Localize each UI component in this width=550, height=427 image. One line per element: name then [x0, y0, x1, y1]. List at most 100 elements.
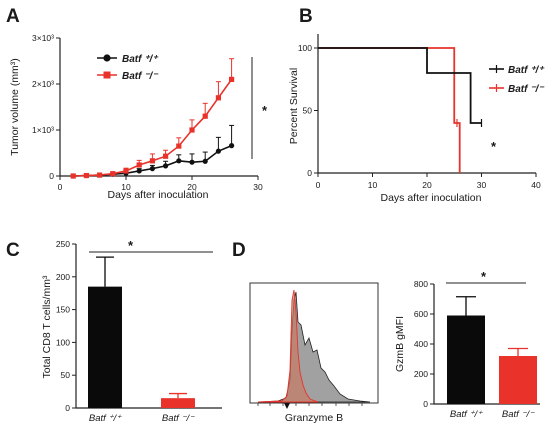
panel-letter-a: A: [6, 6, 20, 27]
panel-a-xlabel: Days after inoculation: [108, 189, 209, 201]
panel-a-ytick-label: 3×10³: [32, 33, 54, 43]
panel-d-bars: Batf ⁺/⁺ Batf ⁻/⁻: [447, 296, 537, 420]
panel-d-bar: [447, 315, 485, 404]
panel-a-ytick-label: 0: [49, 171, 54, 181]
panel-a-xtick-label: 0: [58, 182, 63, 192]
panel-d-ytick-label: 0: [423, 399, 428, 409]
panel-b-xtick-label: 20: [422, 180, 432, 190]
panel-a-legend-marker-ko: [103, 71, 111, 79]
panel-d-ytick-label: 200: [414, 369, 428, 379]
panel-a-xtick-label: 30: [253, 182, 263, 192]
panel-a-xtick-label: 20: [187, 182, 197, 192]
panel-a-point: [189, 159, 195, 165]
panel-d-ytick-label: 400: [414, 339, 428, 349]
panel-a-tumor-volume: 0 10 20 30 0 1×10³ 2×10³ 3×10³ Days after inoc…: [9, 33, 268, 201]
panel-a-ylabel: Tumor volume (mm³): [9, 58, 21, 156]
panel-d-category-label: Batf ⁺/⁺: [450, 409, 483, 420]
panel-d-bar: [499, 356, 537, 404]
panel-b-legend-wt: Batf ⁺/⁺: [508, 65, 545, 76]
panel-a-ytick-label: 1×10³: [32, 125, 54, 135]
panel-c-bar: [88, 286, 122, 408]
panel-d-category-label: Batf ⁻/⁻: [502, 409, 535, 420]
panel-a-point: [189, 127, 195, 133]
panel-a-significance-star: *: [262, 103, 268, 118]
panel-a-point: [149, 158, 155, 164]
panel-d-histogram-wt: [257, 291, 371, 403]
panel-b-xlabel: Days after inoculation: [381, 192, 482, 204]
panel-c-yticks: 0 50 100 150 200 250: [56, 239, 76, 413]
panel-d-histogram-xlabel: Granzyme B: [285, 412, 343, 424]
panel-a-point: [136, 162, 142, 168]
panel-a-point: [163, 163, 169, 169]
panel-a-xticks: 0 10 20 30: [58, 176, 263, 192]
panel-c-ytick-label: 200: [56, 272, 70, 282]
panel-d-histogram-ticks: [257, 403, 363, 409]
panel-a-point: [83, 172, 89, 179]
panel-a-xtick-label: 10: [121, 182, 131, 192]
panel-c-ytick-label: 100: [56, 337, 70, 347]
panel-b-xticks: 0 10 20 30 40: [316, 173, 541, 190]
panel-c-bar: [161, 398, 195, 408]
panel-a-yticks: 0 1×10³ 2×10³ 3×10³: [32, 33, 60, 181]
panel-a-point: [110, 171, 116, 177]
panel-a-point: [97, 172, 103, 178]
panel-a-point: [149, 166, 155, 172]
panel-c-bars: Batf ⁺/⁺ Batf ⁻/⁻: [88, 256, 195, 424]
panel-d-histogram: Granzyme B: [249, 282, 379, 424]
panel-b-yticks: 0 50 100: [298, 43, 318, 178]
panel-a-point: [176, 143, 182, 149]
panel-d-gzmb-bars: 0 200 400 600 800 GzmB gMFI Batf ⁺/⁺ Batf ⁻/⁻…: [394, 269, 540, 420]
panel-c-ytick-label: 150: [56, 305, 70, 315]
panel-d-histogram-ko: [257, 289, 319, 403]
panel-a-point: [202, 158, 208, 164]
panel-c-cd8-count: 0 50 100 150 200 250 Total CD8 T cells/mm³ Ba…: [41, 238, 222, 424]
panel-a-legend-ko: Batf ⁻/⁻: [122, 71, 159, 82]
panel-b-series: [318, 47, 483, 173]
panel-a-series: [70, 58, 235, 179]
panel-c-ylabel: Total CD8 T cells/mm³: [41, 275, 53, 378]
panel-b-xtick-label: 10: [368, 180, 378, 190]
panel-c-category-label: Batf ⁻/⁻: [162, 413, 195, 424]
panel-a-point: [123, 168, 129, 174]
panel-a-point: [202, 113, 208, 119]
panel-a-point: [215, 148, 221, 154]
panel-c-category-label: Batf ⁺/⁺: [89, 413, 122, 424]
panel-d-histogram-zero-marker: [284, 403, 290, 409]
panel-b-ytick-label: 100: [298, 43, 312, 53]
panel-b-xtick-label: 30: [477, 180, 487, 190]
panel-a-ytick-label: 2×10³: [32, 79, 54, 89]
panel-b-survival-curve: [318, 47, 482, 124]
panel-d-ytick-label: 800: [414, 279, 428, 289]
panel-d-significance-star: *: [481, 269, 487, 284]
panel-a-point: [70, 173, 76, 179]
panel-a-legend-marker-wt: [103, 54, 111, 62]
panel-b-ylabel: Percent Survival: [288, 68, 300, 144]
panel-b-ytick-label: 0: [307, 168, 312, 178]
panel-d-ytick-label: 600: [414, 309, 428, 319]
panel-a-point: [136, 168, 142, 174]
panel-b-legend-ko: Batf ⁻/⁻: [508, 84, 545, 95]
panel-a-point: [176, 158, 182, 164]
panel-a-legend-wt: Batf ⁺/⁺: [122, 54, 159, 65]
panel-b-xtick-label: 0: [316, 180, 321, 190]
panel-d-ylabel: GzmB gMFI: [394, 316, 406, 372]
panel-c-ytick-label: 50: [61, 370, 71, 380]
panel-a-point: [229, 76, 235, 82]
panel-c-ytick-label: 0: [65, 403, 70, 413]
panel-b-ytick-label: 50: [303, 106, 313, 116]
panel-b-xtick-label: 40: [531, 180, 541, 190]
panel-letter-c: C: [6, 240, 20, 261]
panel-c-ytick-label: 250: [56, 239, 70, 249]
panel-b-significance-star: *: [491, 139, 497, 154]
panel-letter-d: D: [232, 240, 246, 261]
panel-a-point: [229, 143, 235, 149]
panel-c-significance-star: *: [128, 238, 134, 253]
panel-a-point: [215, 95, 221, 101]
panel-d-histogram-frame: [249, 282, 379, 404]
panel-a-point: [163, 153, 169, 159]
panel-letter-b: B: [299, 6, 313, 27]
panel-a-axes: [59, 38, 258, 177]
panel-d-yticks: 0 200 400 600 800: [414, 279, 434, 409]
